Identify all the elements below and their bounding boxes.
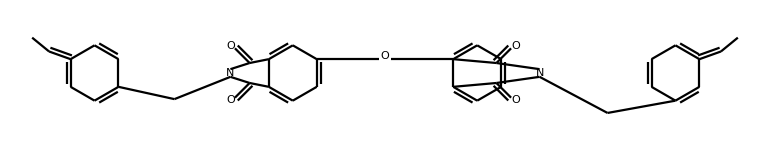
Text: O: O xyxy=(380,51,390,61)
Text: O: O xyxy=(511,41,520,51)
Text: O: O xyxy=(226,95,235,105)
Text: N: N xyxy=(535,68,544,78)
Text: O: O xyxy=(511,95,520,105)
Text: N: N xyxy=(226,68,235,78)
Text: O: O xyxy=(226,41,235,51)
